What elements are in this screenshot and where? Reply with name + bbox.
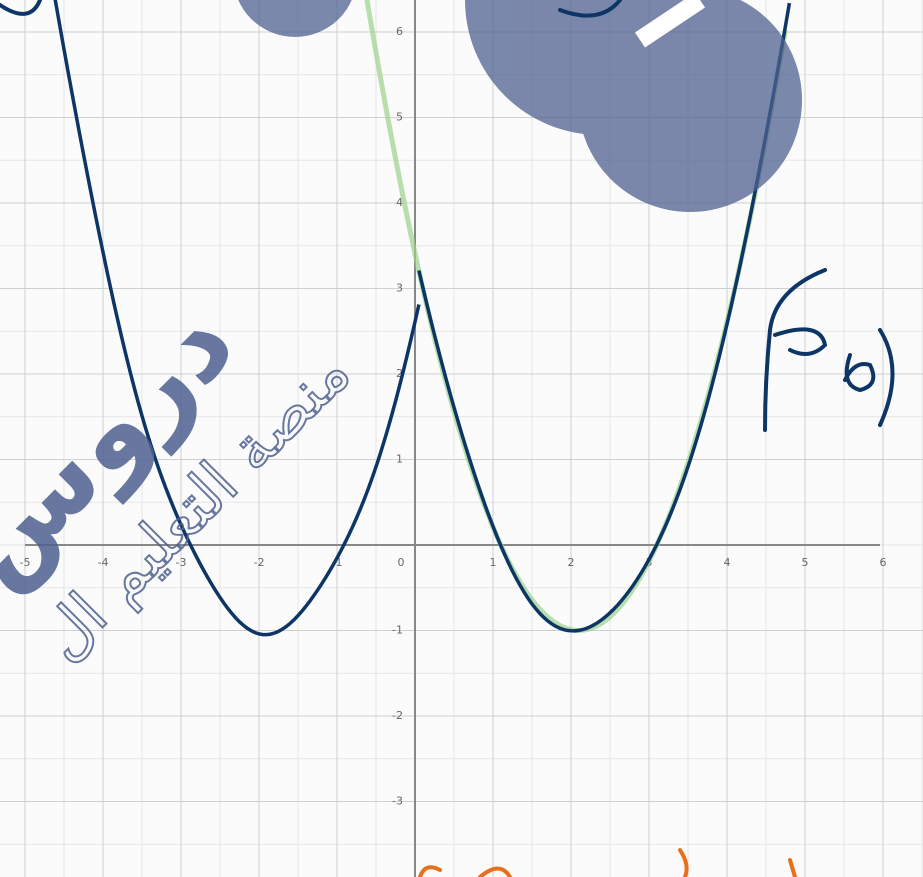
x-tick-label: 5 xyxy=(802,556,809,569)
x-tick-label: 6 xyxy=(880,556,887,569)
y-tick-label: -1 xyxy=(392,624,403,637)
x-tick-label: -2 xyxy=(254,556,265,569)
x-tick-label: 4 xyxy=(724,556,731,569)
x-tick-label: 1 xyxy=(490,556,497,569)
y-tick-label: 5 xyxy=(396,111,403,124)
page: -5-4-3-2-10123456-3-2-1123456 دروس منصة … xyxy=(0,0,923,877)
y-tick-label: -2 xyxy=(392,709,403,722)
y-tick-label: 3 xyxy=(396,282,403,295)
y-tick-label: 1 xyxy=(396,453,403,466)
x-tick-label: 0 xyxy=(398,556,405,569)
y-tick-label: 6 xyxy=(396,25,403,38)
graph-screenshot: -5-4-3-2-10123456-3-2-1123456 دروس منصة … xyxy=(0,0,923,877)
y-tick-label: -3 xyxy=(392,795,403,808)
x-tick-label: 2 xyxy=(568,556,575,569)
